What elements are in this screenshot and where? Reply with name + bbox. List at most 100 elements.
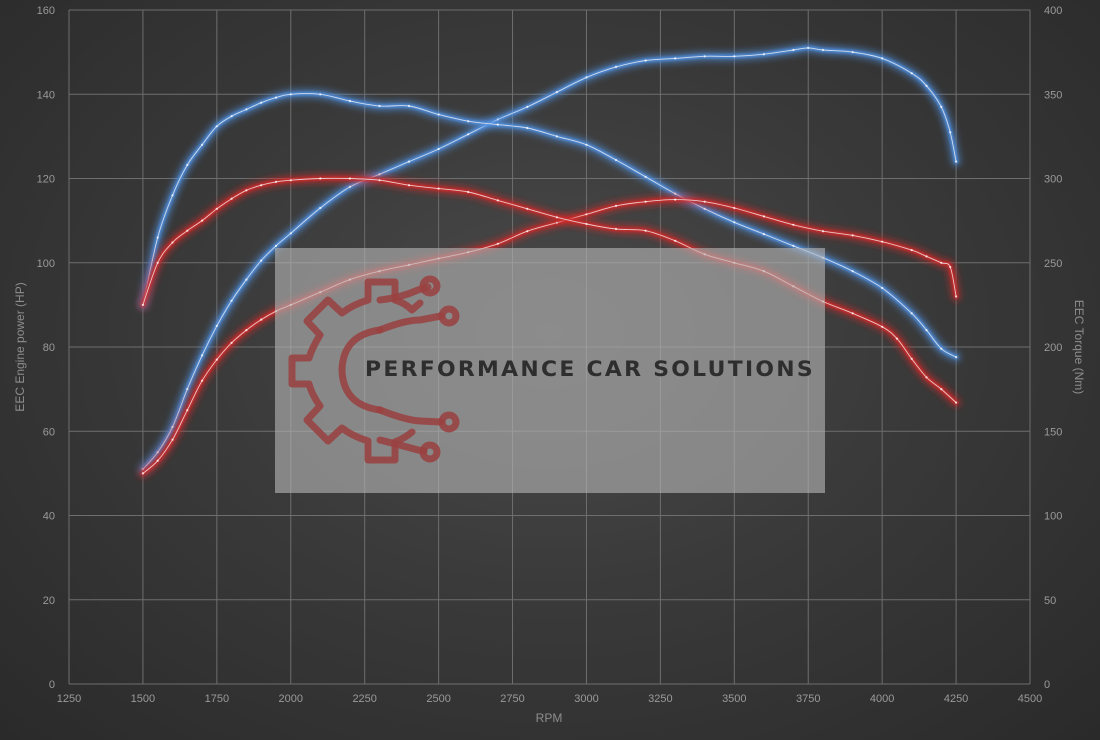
data-point — [437, 187, 440, 190]
data-point — [348, 177, 351, 180]
y-axis-title: EEC Engine power (HP) — [13, 282, 27, 411]
y2-tick-label: 50 — [1044, 595, 1056, 607]
data-point — [260, 101, 263, 104]
y2-tick-label: 100 — [1044, 511, 1062, 523]
data-point — [378, 104, 381, 108]
y-tick-label: 140 — [37, 89, 55, 101]
data-point — [260, 259, 263, 262]
data-point — [201, 219, 204, 222]
data-point — [467, 133, 470, 136]
data-point — [792, 223, 795, 226]
data-point — [925, 84, 928, 87]
data-point — [289, 179, 292, 182]
data-point — [496, 242, 499, 245]
x-tick-label: 2500 — [426, 693, 450, 705]
data-point — [585, 222, 588, 226]
data-point — [792, 244, 795, 247]
data-point — [940, 105, 943, 108]
data-point — [910, 357, 913, 360]
data-point — [851, 51, 854, 54]
data-point — [851, 312, 854, 315]
data-point — [940, 261, 943, 264]
data-point — [526, 105, 529, 108]
data-point — [378, 173, 381, 176]
data-point — [467, 120, 470, 123]
data-point — [910, 312, 913, 315]
data-point — [467, 190, 470, 194]
series-line-1 — [137, 42, 962, 475]
data-point — [674, 57, 677, 60]
series-core — [142, 199, 957, 474]
x-tick-label: 2000 — [279, 693, 303, 705]
data-point — [407, 160, 411, 163]
data-point — [910, 249, 913, 252]
data-point — [526, 126, 529, 130]
data-point — [762, 233, 766, 236]
y2-axis-ticks: 0 50 100 150 200 250 300 350 400 — [1044, 5, 1062, 691]
data-point — [156, 236, 159, 239]
data-point — [171, 194, 174, 197]
data-point — [186, 163, 189, 167]
y-tick-label: 160 — [37, 5, 55, 17]
data-point — [437, 113, 440, 116]
series-line-4 — [137, 173, 962, 408]
data-point — [141, 472, 144, 475]
data-point — [851, 270, 854, 273]
x-tick-label: 3250 — [648, 693, 672, 705]
data-point — [555, 216, 559, 219]
data-point — [215, 207, 218, 210]
x-tick-label: 1750 — [205, 693, 229, 705]
data-point — [821, 48, 825, 52]
data-point — [881, 240, 884, 243]
y-tick-label: 80 — [43, 342, 55, 354]
y-tick-label: 0 — [49, 679, 55, 691]
x-tick-label: 4500 — [1018, 693, 1042, 705]
y-axis-ticks: 0 20 40 60 80 100 120 140 160 — [37, 5, 55, 691]
series-core — [142, 177, 957, 404]
y-tick-label: 40 — [43, 511, 55, 523]
y2-tick-label: 300 — [1044, 174, 1062, 186]
data-point — [141, 303, 144, 306]
data-point — [821, 230, 825, 233]
data-point — [940, 347, 943, 350]
data-point — [792, 48, 795, 52]
x-tick-label: 2750 — [500, 693, 524, 705]
x-tick-label: 3500 — [722, 693, 746, 705]
data-point — [319, 93, 322, 96]
data-point — [674, 192, 677, 195]
data-point — [940, 388, 943, 391]
data-point — [644, 200, 647, 203]
data-point — [348, 185, 351, 188]
data-point — [674, 198, 677, 201]
data-point — [614, 65, 618, 68]
data-point — [171, 438, 174, 441]
y-tick-label: 100 — [37, 258, 55, 270]
data-point — [955, 401, 958, 404]
data-point — [245, 189, 248, 192]
data-point — [881, 286, 884, 290]
data-point — [585, 76, 588, 79]
y2-tick-label: 200 — [1044, 342, 1062, 354]
data-point — [215, 324, 218, 327]
gear-circuit-logo-icon — [288, 275, 460, 464]
series-lines — [137, 42, 962, 479]
data-point — [274, 96, 278, 99]
data-point — [186, 229, 189, 232]
data-point — [348, 99, 351, 103]
y-tick-label: 20 — [43, 595, 55, 607]
data-point — [245, 329, 248, 332]
data-point — [881, 57, 884, 60]
data-point — [215, 125, 218, 128]
data-point — [614, 227, 618, 231]
data-point — [289, 93, 292, 96]
data-point — [186, 409, 189, 412]
y2-tick-label: 250 — [1044, 258, 1062, 270]
data-point — [674, 239, 677, 242]
data-point — [260, 184, 263, 187]
data-point — [171, 425, 174, 429]
x-tick-label: 1500 — [131, 693, 155, 705]
data-point — [644, 175, 647, 178]
data-point — [762, 215, 766, 218]
data-point — [644, 59, 647, 62]
data-point — [274, 244, 278, 247]
